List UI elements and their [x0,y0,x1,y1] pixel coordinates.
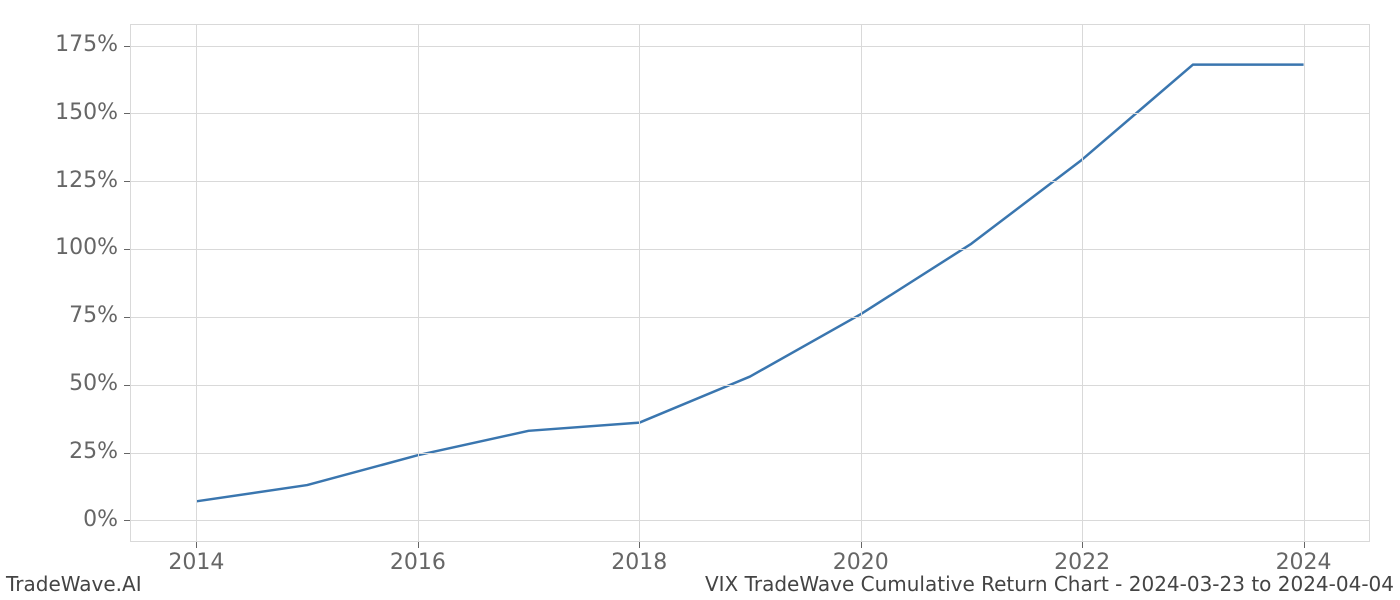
x-tick-label: 2018 [611,550,667,575]
grid-line-horizontal [130,46,1370,47]
line-series [130,24,1370,542]
x-tick-mark [196,542,197,548]
grid-line-horizontal [130,453,1370,454]
grid-line-horizontal [130,317,1370,318]
plot-spine-bottom [130,541,1370,542]
y-tick-mark [124,249,130,250]
y-tick-mark [124,520,130,521]
y-tick-mark [124,46,130,47]
grid-line-horizontal [130,181,1370,182]
x-tick-label: 2024 [1276,550,1332,575]
x-tick-mark [639,542,640,548]
footer-right-text: VIX TradeWave Cumulative Return Chart - … [705,572,1394,596]
grid-line-vertical [418,24,419,542]
x-tick-label: 2014 [168,550,224,575]
grid-line-horizontal [130,520,1370,521]
x-tick-mark [1082,542,1083,548]
x-tick-label: 2022 [1054,550,1110,575]
grid-line-vertical [196,24,197,542]
x-tick-mark [418,542,419,548]
grid-line-vertical [861,24,862,542]
x-tick-mark [861,542,862,548]
y-tick-label: 175% [55,32,118,57]
grid-line-vertical [1304,24,1305,542]
grid-line-vertical [1082,24,1083,542]
x-tick-label: 2020 [833,550,889,575]
footer-left-text: TradeWave.AI [6,572,142,596]
y-tick-label: 0% [83,507,118,532]
y-tick-label: 125% [55,168,118,193]
y-tick-mark [124,317,130,318]
y-tick-mark [124,113,130,114]
series-line [196,65,1303,502]
chart-container: TradeWave.AI VIX TradeWave Cumulative Re… [0,0,1400,600]
y-tick-label: 100% [55,235,118,260]
y-tick-label: 75% [69,303,118,328]
y-tick-label: 150% [55,100,118,125]
plot-spine-right [1369,24,1370,542]
grid-line-horizontal [130,113,1370,114]
y-tick-label: 50% [69,371,118,396]
plot-spine-left [130,24,131,542]
y-tick-mark [124,453,130,454]
y-tick-label: 25% [69,439,118,464]
grid-line-vertical [639,24,640,542]
y-tick-mark [124,181,130,182]
x-tick-mark [1304,542,1305,548]
grid-line-horizontal [130,385,1370,386]
y-tick-mark [124,385,130,386]
x-tick-label: 2016 [390,550,446,575]
grid-line-horizontal [130,249,1370,250]
plot-spine-top [130,24,1370,25]
plot-area [130,24,1370,542]
